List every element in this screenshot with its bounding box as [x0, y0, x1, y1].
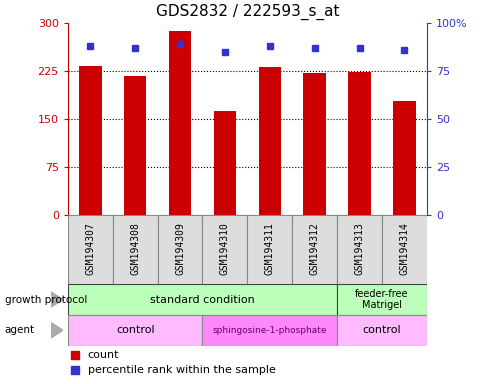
Bar	[291, 215, 336, 284]
Text: growth protocol: growth protocol	[5, 295, 87, 305]
Bar	[213, 111, 236, 215]
Text: GSM194310: GSM194310	[219, 222, 229, 275]
Bar	[202, 215, 247, 284]
Text: control: control	[362, 325, 400, 335]
Text: GSM194314: GSM194314	[398, 222, 408, 275]
Text: GSM194309: GSM194309	[175, 222, 185, 275]
Bar	[336, 215, 381, 284]
Text: GSM194311: GSM194311	[264, 222, 274, 275]
Bar	[393, 101, 415, 215]
Bar	[202, 315, 336, 346]
Bar	[336, 315, 426, 346]
Bar	[348, 72, 370, 215]
Text: GSM194313: GSM194313	[354, 222, 364, 275]
Text: GSM194312: GSM194312	[309, 222, 319, 275]
Bar	[79, 66, 101, 215]
Text: percentile rank within the sample: percentile rank within the sample	[88, 366, 275, 376]
Text: standard condition: standard condition	[150, 295, 254, 305]
Text: feeder-free
Matrigel: feeder-free Matrigel	[354, 289, 408, 310]
Bar	[157, 215, 202, 284]
Polygon shape	[51, 292, 63, 307]
Bar	[68, 315, 202, 346]
Text: GSM194308: GSM194308	[130, 222, 140, 275]
Bar	[168, 31, 191, 215]
Bar	[258, 67, 280, 215]
Text: agent: agent	[5, 325, 35, 335]
Bar	[336, 284, 426, 315]
Text: control: control	[116, 325, 154, 335]
Bar	[68, 284, 336, 315]
Bar	[247, 215, 291, 284]
Text: sphingosine-1-phosphate: sphingosine-1-phosphate	[212, 326, 326, 335]
Bar	[124, 76, 146, 215]
Bar	[112, 215, 157, 284]
Bar	[68, 215, 112, 284]
Polygon shape	[51, 323, 63, 338]
Text: GSM194307: GSM194307	[85, 222, 95, 275]
Bar	[381, 215, 426, 284]
Title: GDS2832 / 222593_s_at: GDS2832 / 222593_s_at	[155, 4, 338, 20]
Bar	[303, 73, 325, 215]
Text: count: count	[88, 350, 119, 360]
